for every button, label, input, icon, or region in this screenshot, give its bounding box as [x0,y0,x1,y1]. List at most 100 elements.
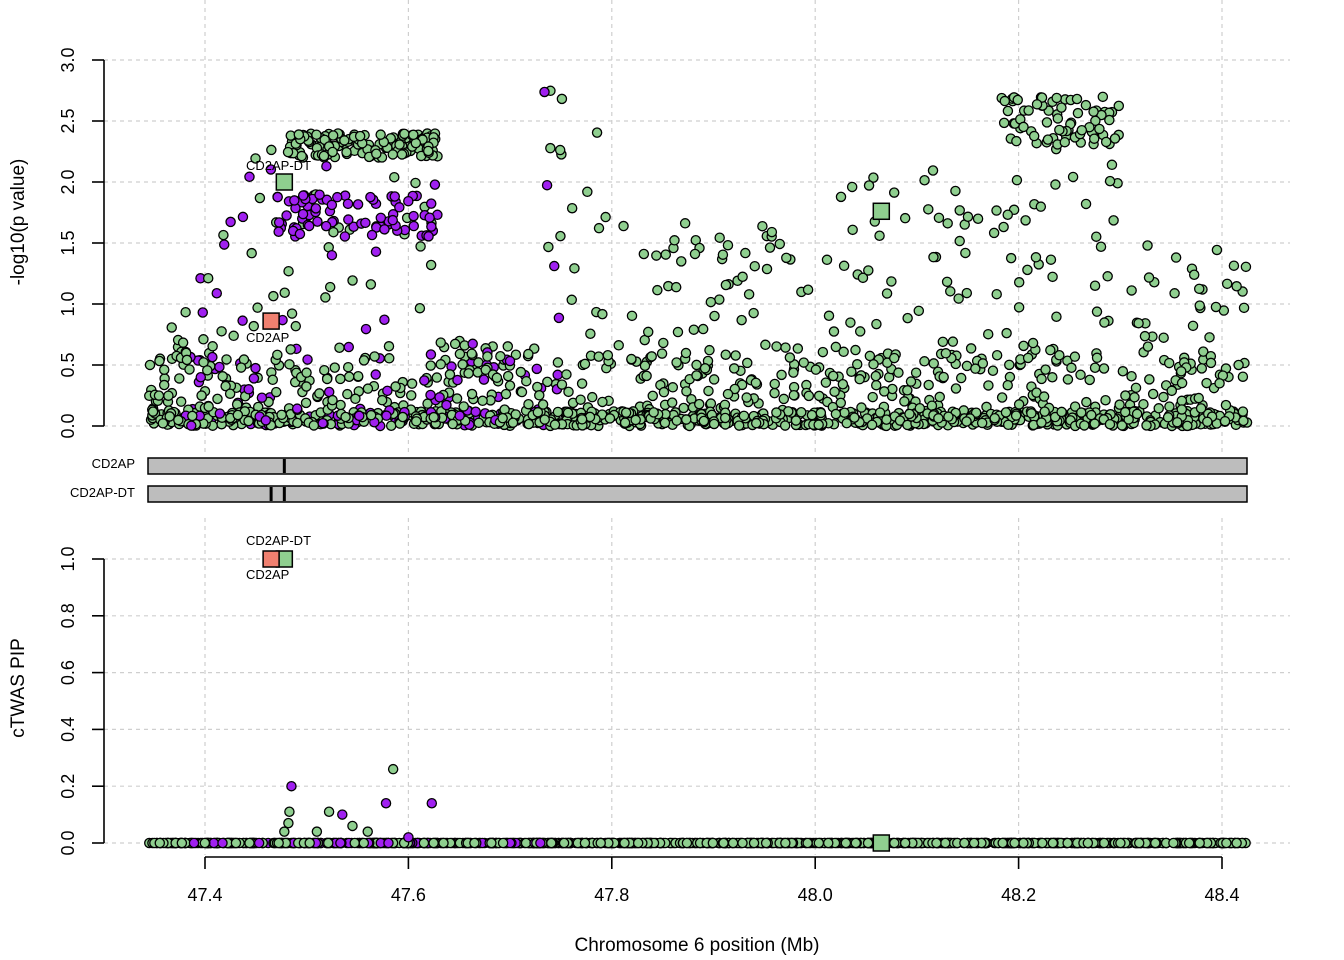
snp-point [1002,105,1014,117]
snp-point [976,417,988,429]
pip-point [546,837,557,849]
snp-point [942,218,953,229]
snp-point [678,402,689,414]
snp-point [722,239,734,251]
snp-point [387,149,399,160]
snp-point [600,211,611,223]
snp-point [385,420,397,432]
snp-point [454,348,466,360]
cs-snp-point [366,229,378,241]
snp-point [714,294,725,305]
top-y-tick-label: 0.0 [58,413,78,438]
snp-point [1153,403,1164,414]
snp-point [1231,281,1242,292]
snp-point [691,370,702,381]
snp-point [991,205,1002,216]
snp-point [972,213,984,225]
snp-point [252,302,263,313]
snp-point [1202,416,1213,428]
snp-point [428,411,439,423]
snp-point [1109,133,1121,144]
snp-point [708,418,720,430]
snp-point [340,411,351,423]
snp-point [286,308,298,319]
snp-point [630,414,641,426]
snp-point [174,373,185,384]
snp-point [383,353,395,364]
snp-point [1117,366,1129,377]
pip-point [273,837,284,849]
cs-snp-point [260,415,272,426]
snp-point [597,396,608,408]
snp-point [934,391,945,403]
snp-point [792,343,804,354]
snp-point [938,371,949,383]
pip-point [188,837,200,849]
pip-point [244,837,255,849]
snp-point [954,205,965,216]
snp-point [221,354,232,365]
snp-point [1089,280,1101,291]
pip-point [217,837,228,849]
snp-point [1143,272,1155,283]
snp-point [774,238,786,250]
snp-point [708,374,720,385]
snp-point [899,396,910,407]
top-gene-label-cd2ap: CD2AP [246,330,289,345]
snp-point [1119,406,1131,418]
snp-point [1000,407,1012,418]
snp-point [1067,171,1079,183]
cs-snp-point [326,249,338,261]
cs-snp-point [321,160,332,172]
top-y-tick-label: 3.0 [58,47,78,72]
snp-point [784,352,796,363]
snp-point [803,390,815,402]
snp-point [543,241,554,253]
pip-point [579,837,591,849]
snp-point [874,230,885,242]
snp-point [272,349,283,361]
snp-point [999,95,1011,107]
snp-point [866,419,878,431]
snp-point [321,373,333,385]
snp-point [667,382,679,393]
cs-snp-point [552,369,563,381]
snp-point [720,279,732,291]
snp-point [1045,254,1057,265]
snp-point [871,318,882,330]
snp-point [1022,352,1034,364]
snp-point [937,336,949,348]
snp-point [602,349,614,361]
snp-point [1219,415,1231,427]
snp-point [585,328,596,339]
snp-point [319,364,330,376]
pip-point [176,837,188,849]
snp-point [919,175,930,186]
snp-point [870,370,882,382]
bottom-y-tick-label: 0.4 [58,717,78,742]
cs-snp-point [408,210,419,222]
snp-point [790,415,802,426]
pip-point [1194,837,1205,849]
snp-point [1099,317,1110,328]
snp-point [1059,136,1071,148]
snp-point [1001,327,1012,339]
track-label-cd2ap: CD2AP [92,456,135,471]
snp-point [181,354,193,366]
snp-point [1237,371,1249,382]
snp-point [850,344,861,356]
snp-point [399,128,410,140]
cs-snp-point [379,224,390,235]
snp-point [1072,107,1084,119]
x-tick-label: 47.6 [391,885,426,905]
snp-point [1120,390,1131,401]
snp-point [1013,277,1025,288]
pip-point [1231,837,1242,849]
snp-point [335,373,346,385]
track-bar-cd2ap-dt [147,485,1248,503]
snp-point [1102,271,1113,282]
pip-point [802,837,813,849]
cs-snp-point [381,410,392,421]
snp-point [1238,415,1249,427]
cs-snp-point [320,220,332,232]
